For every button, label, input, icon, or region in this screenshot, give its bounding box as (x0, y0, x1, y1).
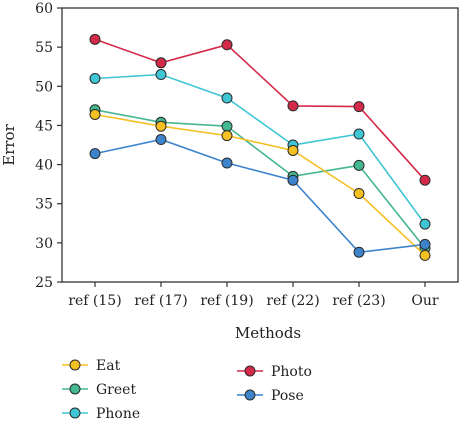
data-point (221, 157, 233, 169)
x-tick-label: ref (23) (332, 293, 385, 309)
data-point (419, 218, 431, 230)
x-axis-title: Methods (235, 324, 301, 342)
legend-marker (69, 407, 81, 419)
legend-label: Pose (271, 388, 304, 404)
series-pose (89, 134, 431, 258)
data-point (89, 33, 101, 45)
data-point (353, 101, 365, 113)
legend-marker (244, 389, 256, 401)
x-tick-label: ref (22) (266, 293, 319, 309)
y-tick-label: 30 (35, 236, 53, 252)
data-point (221, 92, 233, 104)
data-point (155, 57, 167, 69)
legend-marker (244, 365, 256, 377)
series-line (94, 38, 426, 181)
data-point (287, 144, 299, 156)
x-tick-label: Our (411, 293, 438, 309)
y-tick-label: 45 (35, 118, 53, 134)
data-point (353, 128, 365, 140)
legend-label: Photo (271, 364, 312, 380)
data-point (221, 130, 233, 142)
series-line (94, 138, 426, 254)
data-point (89, 72, 101, 84)
data-point (221, 120, 233, 132)
x-tick-label: ref (15) (68, 293, 121, 309)
data-point (155, 69, 167, 81)
data-point (353, 246, 365, 258)
y-tick-label: 60 (35, 1, 53, 17)
data-point (287, 174, 299, 186)
data-point (155, 134, 167, 146)
x-axis: ref (15) ref (17) ref (19) ref (22) ref (23)… (68, 282, 439, 309)
x-tick-label: ref (19) (200, 293, 253, 309)
data-point (89, 148, 101, 160)
data-point (221, 39, 233, 51)
y-axis-title: Error (0, 123, 18, 165)
series-photo (89, 33, 431, 186)
x-tick-label: ref (17) (134, 293, 187, 309)
legend-label: Greet (96, 382, 136, 398)
series-line (94, 109, 426, 249)
legend-marker (69, 383, 81, 395)
legend: Eat Greet Phone Photo Pose (62, 358, 312, 422)
legend-label: Phone (96, 406, 140, 422)
legend-marker (69, 359, 81, 371)
legend-item-pose: Pose (237, 388, 304, 404)
data-point (419, 238, 431, 250)
series-phone (89, 69, 431, 230)
y-tick-label: 25 (35, 275, 53, 291)
series-layer (89, 33, 431, 261)
series-eat (89, 108, 431, 261)
plot-border (61, 7, 459, 283)
legend-item-photo: Photo (237, 364, 312, 380)
legend-item-eat: Eat (62, 358, 121, 374)
series-line (94, 73, 426, 225)
data-point (353, 188, 365, 200)
data-point (419, 174, 431, 186)
data-point (155, 120, 167, 132)
plot-area (61, 7, 459, 283)
data-point (89, 108, 101, 120)
legend-item-greet: Greet (62, 382, 136, 398)
series-greet (89, 104, 431, 254)
data-point (353, 159, 365, 171)
y-axis: 25 30 35 40 45 50 55 60 (35, 1, 62, 291)
data-point (419, 249, 431, 261)
y-tick-label: 50 (35, 79, 53, 95)
legend-label: Eat (96, 358, 121, 374)
y-tick-label: 55 (35, 40, 53, 56)
legend-item-phone: Phone (62, 406, 140, 422)
data-point (287, 100, 299, 112)
y-tick-label: 35 (35, 197, 53, 213)
series-line (94, 113, 426, 256)
y-tick-label: 40 (35, 158, 53, 174)
